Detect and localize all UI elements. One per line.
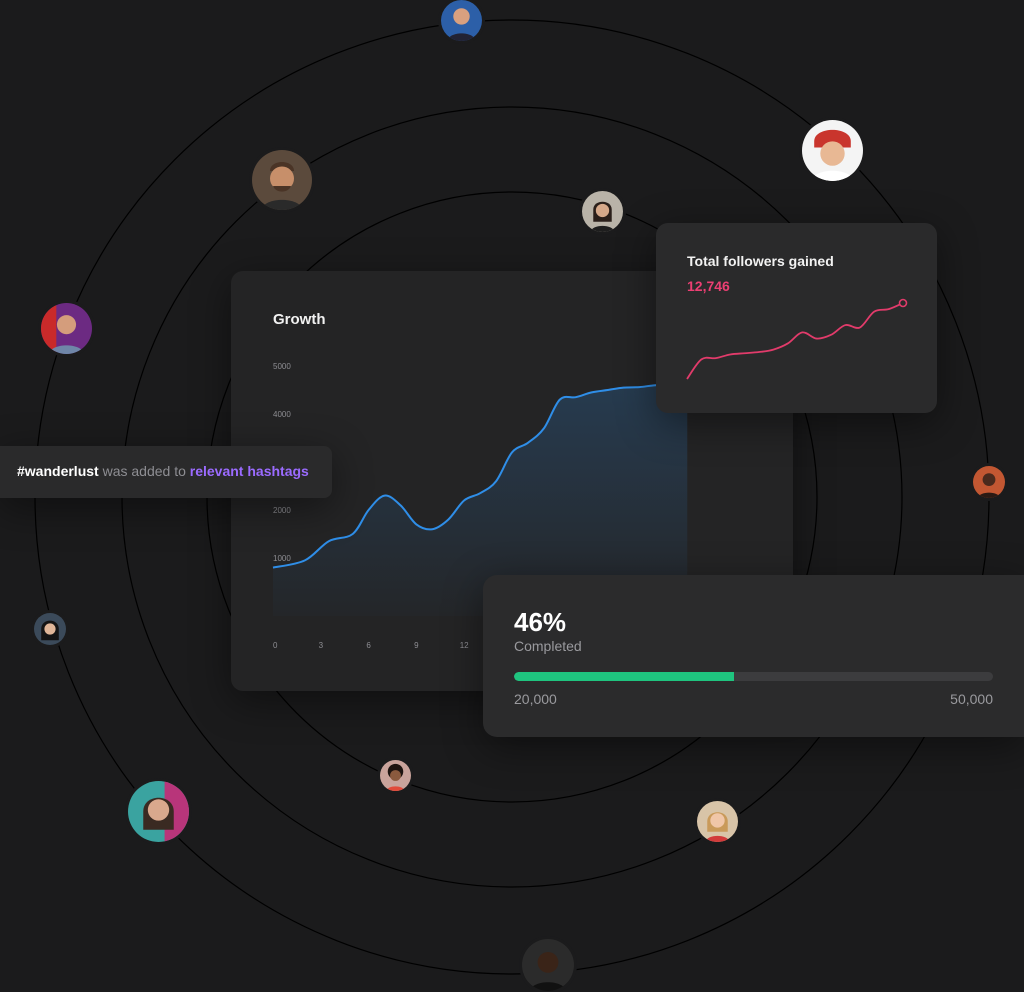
growth-y-tick-2000: 2000 bbox=[273, 506, 291, 515]
growth-chart-title: Growth bbox=[273, 311, 326, 328]
growth-x-tick-0: 0 bbox=[273, 641, 278, 650]
growth-series-line bbox=[272, 381, 688, 569]
progress-bar bbox=[514, 672, 993, 681]
followers-series-line bbox=[686, 302, 904, 380]
followers-card: Total followers gained 12,746 bbox=[656, 223, 937, 413]
hashtag-name: #wanderlust bbox=[17, 463, 99, 479]
avatar-person-4 bbox=[582, 191, 623, 232]
growth-x-tick-3: 3 bbox=[319, 641, 324, 650]
followers-title: Total followers gained bbox=[687, 253, 834, 269]
avatar-person-11 bbox=[522, 939, 574, 991]
avatar-person-3 bbox=[252, 150, 312, 210]
progress-bar-fill bbox=[514, 672, 735, 681]
avatar-person-9 bbox=[128, 781, 189, 842]
avatar-person-2 bbox=[802, 120, 863, 181]
progress-min-label: 20,000 bbox=[514, 691, 557, 707]
followers-value: 12,746 bbox=[687, 278, 730, 294]
growth-x-tick-6: 6 bbox=[366, 641, 371, 650]
growth-y-tick-4000: 4000 bbox=[273, 410, 291, 419]
growth-x-tick-12: 12 bbox=[460, 641, 469, 650]
hashtag-message: #wanderlust was added to relevant hashta… bbox=[17, 463, 309, 479]
progress-card: 46% Completed 20,000 50,000 bbox=[483, 575, 1024, 737]
avatar-person-10 bbox=[697, 801, 738, 842]
growth-y-tick-1000: 1000 bbox=[273, 554, 291, 563]
progress-percent: 46% bbox=[514, 607, 567, 637]
avatar-person-1 bbox=[441, 0, 482, 41]
progress-max-label: 50,000 bbox=[950, 691, 993, 707]
hashtag-notification: #wanderlust was added to relevant hashta… bbox=[0, 446, 332, 498]
relevant-hashtags-link[interactable]: relevant hashtags bbox=[189, 463, 309, 479]
followers-sparkline bbox=[686, 298, 908, 380]
growth-chart: 5000 4000 2000 1000 0 3 6 9 12 bbox=[272, 362, 688, 650]
avatar-person-6 bbox=[973, 466, 1005, 498]
followers-end-point bbox=[898, 298, 908, 308]
growth-y-tick-5000: 5000 bbox=[273, 362, 291, 371]
avatar-person-8 bbox=[380, 760, 411, 791]
avatar-person-7 bbox=[34, 613, 66, 645]
avatar-person-5 bbox=[41, 303, 92, 354]
growth-area-fill bbox=[273, 382, 688, 616]
hashtag-middle-text: was added to bbox=[98, 463, 190, 479]
growth-x-tick-9: 9 bbox=[414, 641, 419, 650]
progress-label: Completed bbox=[514, 638, 582, 654]
